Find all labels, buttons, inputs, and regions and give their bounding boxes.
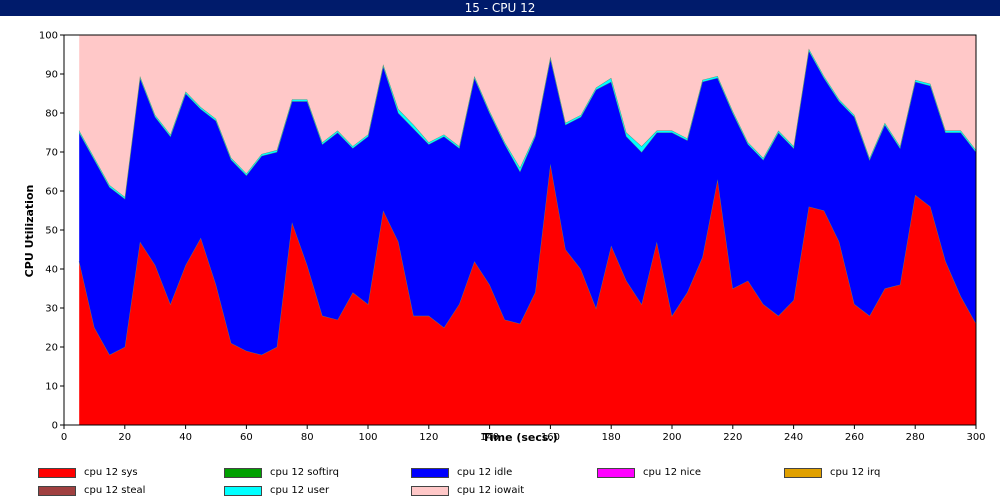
x-tick-label: 160 [541,432,560,443]
x-tick-label: 200 [662,432,681,443]
x-tick-label: 300 [966,432,985,443]
x-tick-label: 100 [358,432,377,443]
y-tick-label: 80 [45,109,58,120]
legend-item: cpu 12 nice [597,466,777,480]
x-tick-label: 80 [301,432,314,443]
legend-label: cpu 12 iowait [457,485,525,496]
legend-item: cpu 12 idle [411,466,591,480]
legend-label: cpu 12 user [270,485,330,496]
y-tick-label: 100 [39,31,58,42]
legend-swatch [597,468,635,478]
legend-label: cpu 12 idle [457,467,513,478]
cpu-utilization-chart: 0 10 20 30 40 50 60 70 80 90 100 0 20 40 60 80 100 120 140… [23,31,986,445]
y-tick-label: 0 [52,421,58,432]
x-tick-label: 240 [784,432,803,443]
y-tick-label: 10 [45,382,58,393]
y-tick-label: 30 [45,304,58,315]
x-tick-label: 60 [240,432,253,443]
x-tick-label: 220 [723,432,742,443]
legend-swatch [224,468,262,478]
legend-swatch [224,486,262,496]
x-tick-label: 40 [179,432,192,443]
x-tick-label: 180 [602,432,621,443]
legend-swatch [38,468,76,478]
legend-label: cpu 12 irq [830,467,881,478]
y-tick-label: 60 [45,187,58,198]
x-tick-label: 120 [419,432,438,443]
x-tick-label: 140 [480,432,499,443]
area-cpu-12-iowait [79,35,976,197]
legend-item: cpu 12 sys [38,466,218,480]
legend-item: cpu 12 irq [784,466,964,480]
y-tick-label: 50 [45,226,58,237]
legend-swatch [784,468,822,478]
x-tick-label: 260 [845,432,864,443]
area-cpu-12-idle [79,50,976,355]
legend-swatch [38,486,76,496]
legend-label: cpu 12 steal [84,485,146,496]
legend-swatch [411,468,449,478]
legend-swatch [411,486,449,496]
y-tick-label: 40 [45,265,58,276]
legend-item: cpu 12 softirq [224,466,404,480]
y-tick-label: 90 [45,70,58,81]
x-axis-label: Time (secs.) [482,431,557,444]
chart-legend: cpu 12 sys cpu 12 softirq cpu 12 idle cpu 1… [0,462,1000,504]
legend-label: cpu 12 softirq [270,467,339,478]
y-tick-label: 70 [45,148,58,159]
legend-label: cpu 12 sys [84,467,138,478]
y-tick-label: 20 [45,343,58,354]
legend-item: cpu 12 iowait [411,484,591,498]
legend-label: cpu 12 nice [643,467,702,478]
axes-layer: 0 10 20 30 40 50 60 70 80 90 100 0 20 40 60 80 100 120 140… [39,31,986,444]
y-axis-label: CPU Utilization [23,185,36,278]
x-tick-label: 20 [118,432,131,443]
x-tick-label: 0 [61,432,67,443]
legend-item: cpu 12 user [224,484,404,498]
x-tick-label: 280 [906,432,925,443]
area-cpu-12-sys [79,163,976,425]
window-title: 15 - CPU 12 [0,0,1000,16]
legend-item: cpu 12 steal [38,484,218,498]
area-series-layer [64,34,977,425]
